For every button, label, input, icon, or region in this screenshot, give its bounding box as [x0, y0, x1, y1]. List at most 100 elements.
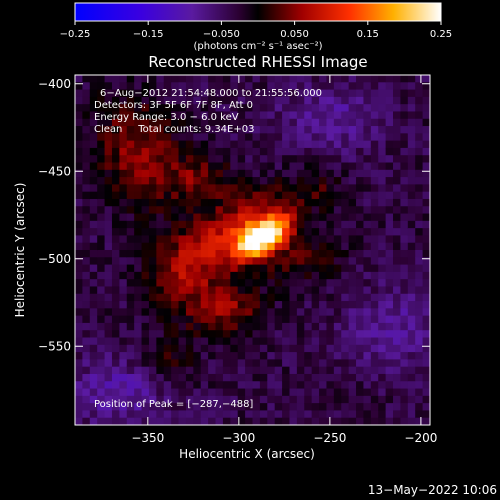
heatmap-cell [134, 111, 143, 120]
heatmap-cell [126, 169, 135, 178]
heatmap-cell [185, 242, 194, 251]
heatmap-cell [134, 162, 143, 171]
heatmap-cell [370, 82, 379, 91]
heatmap-cell [148, 126, 157, 134]
heatmap-cell [178, 359, 187, 368]
heatmap-cell [126, 344, 135, 353]
heatmap-cell [134, 366, 143, 375]
heatmap-cell [111, 264, 120, 273]
heatmap-cell [370, 308, 379, 317]
heatmap-cell [89, 403, 98, 412]
heatmap-cell [163, 242, 172, 251]
heatmap-cell [163, 220, 172, 229]
heatmap-cell [304, 395, 313, 404]
heatmap-cell [422, 381, 430, 390]
heatmap-cell [185, 126, 194, 134]
heatmap-cell [400, 96, 409, 105]
heatmap-cell [296, 279, 305, 288]
heatmap-cell [422, 395, 430, 404]
heatmap-cell [304, 293, 313, 302]
heatmap-cell [363, 279, 372, 288]
heatmap-cell [245, 388, 254, 397]
heatmap-cell [385, 111, 394, 120]
heatmap-cell [282, 366, 291, 375]
heatmap-cell [422, 359, 430, 368]
heatmap-cell [141, 242, 150, 251]
heatmap-cell [311, 220, 320, 229]
heatmap-cell [200, 417, 209, 425]
heatmap-cell [400, 286, 409, 295]
heatmap-cell [415, 220, 424, 229]
heatmap-cell [156, 235, 165, 244]
heatmap-cell [289, 264, 298, 273]
heatmap-cell [311, 169, 320, 178]
heatmap-cell [82, 147, 91, 156]
heatmap-cell [82, 315, 91, 324]
heatmap-cell [363, 388, 372, 397]
heatmap-cell [274, 293, 283, 302]
heatmap-cell [134, 82, 143, 91]
heatmap-cell [156, 250, 165, 258]
heatmap-cell [348, 271, 357, 280]
heatmap-cell [141, 235, 150, 244]
heatmap-cell [185, 257, 194, 266]
heatmap-cell [422, 322, 430, 331]
heatmap-cell [148, 257, 157, 266]
heatmap-cell [259, 322, 268, 331]
heatmap-cell [370, 366, 379, 375]
heatmap-cell [370, 330, 379, 339]
heatmap-cell [104, 155, 113, 164]
heatmap-cell [348, 315, 357, 324]
heatmap-cell [200, 286, 209, 295]
heatmap-cell [393, 403, 402, 412]
heatmap-cell [259, 388, 268, 397]
heatmap-cell [319, 417, 328, 425]
heatmap-cell [341, 366, 350, 375]
heatmap-cell [296, 198, 305, 207]
heatmap-cell [82, 366, 91, 375]
heatmap-cell [97, 322, 106, 331]
heatmap-cell [208, 126, 217, 134]
heatmap-cell [370, 322, 379, 331]
heatmap-cell [378, 293, 387, 302]
heatmap-cell [378, 250, 387, 258]
heatmap-cell [156, 403, 165, 412]
heatmap-cell [222, 388, 231, 397]
heatmap-cell [156, 126, 165, 134]
heatmap-cell [282, 75, 291, 83]
heatmap-cell [141, 330, 150, 339]
heatmap-cell [215, 250, 224, 258]
heatmap-cell [407, 126, 416, 134]
heatmap-cell [215, 293, 224, 302]
heatmap-cell [415, 155, 424, 164]
heatmap-cell [289, 330, 298, 339]
heatmap-cell [163, 322, 172, 331]
heatmap-cell [407, 140, 416, 149]
heatmap-cell [311, 352, 320, 360]
heatmap-cell [134, 96, 143, 105]
heatmap-cell [304, 140, 313, 149]
heatmap-cell [171, 198, 180, 207]
heatmap-cell [245, 264, 254, 273]
heatmap-cell [148, 344, 157, 353]
heatmap-cell [178, 242, 187, 251]
heatmap-cell [333, 301, 342, 309]
heatmap-cell [370, 250, 379, 258]
heatmap-cell [393, 308, 402, 317]
heatmap-cell [274, 206, 283, 215]
heatmap-cell [134, 301, 143, 309]
heatmap-cell [97, 381, 106, 390]
heatmap-cell [208, 133, 217, 142]
heatmap-cell [178, 220, 187, 229]
heatmap-cell [89, 177, 98, 185]
heatmap-cell [311, 301, 320, 309]
heatmap-cell [75, 293, 83, 302]
heatmap-cell [393, 322, 402, 331]
heatmap-cell [215, 104, 224, 113]
heatmap-cell [289, 344, 298, 353]
heatmap-cell [200, 293, 209, 302]
heatmap-cell [378, 118, 387, 127]
heatmap-cell [82, 359, 91, 368]
heatmap-cell [200, 388, 209, 397]
heatmap-cell [363, 235, 372, 244]
